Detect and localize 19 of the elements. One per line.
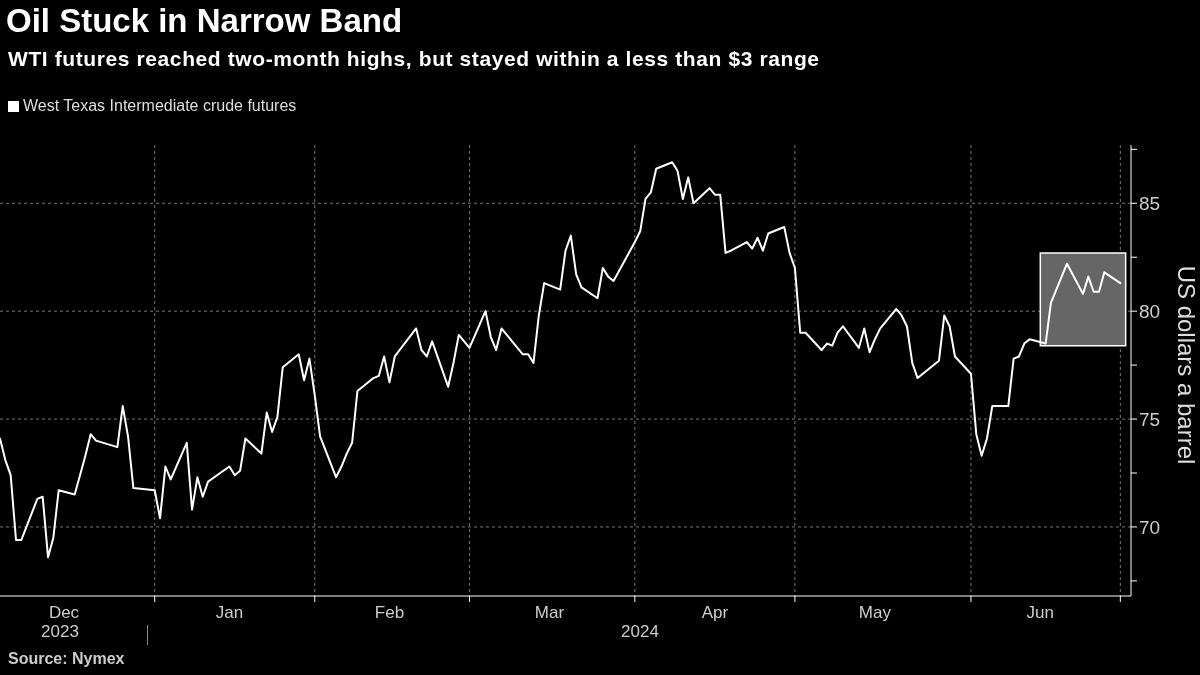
- y-tick-label: 80: [1139, 300, 1161, 322]
- chart-title: Oil Stuck in Narrow Band: [6, 2, 403, 40]
- line-series: [0, 161, 1122, 559]
- x-tick-label: May: [858, 603, 892, 622]
- x-tick-label: Jan: [215, 603, 244, 622]
- x-tick-label: Apr: [701, 603, 729, 622]
- legend-label: West Texas Intermediate crude futures: [23, 97, 297, 114]
- y-tick-label: 70: [1139, 516, 1161, 538]
- x-tick-label: Dec: [48, 603, 80, 622]
- y-axis-title: US dollars a barrel: [1172, 265, 1200, 465]
- source-note: Source: Nymex: [8, 650, 125, 668]
- x-tick-label: Mar: [534, 603, 565, 622]
- chart-subtitle: WTI futures reached two-month highs, but stayed within a less than $3 range: [8, 47, 820, 71]
- x-tick-label: Feb: [374, 603, 405, 622]
- x-tick-label: Jun: [1026, 603, 1055, 622]
- y-tick-label: 85: [1139, 193, 1161, 215]
- text: 2024: [621, 622, 659, 642]
- text: 2023: [41, 622, 79, 642]
- y-tick-label: 75: [1139, 408, 1161, 430]
